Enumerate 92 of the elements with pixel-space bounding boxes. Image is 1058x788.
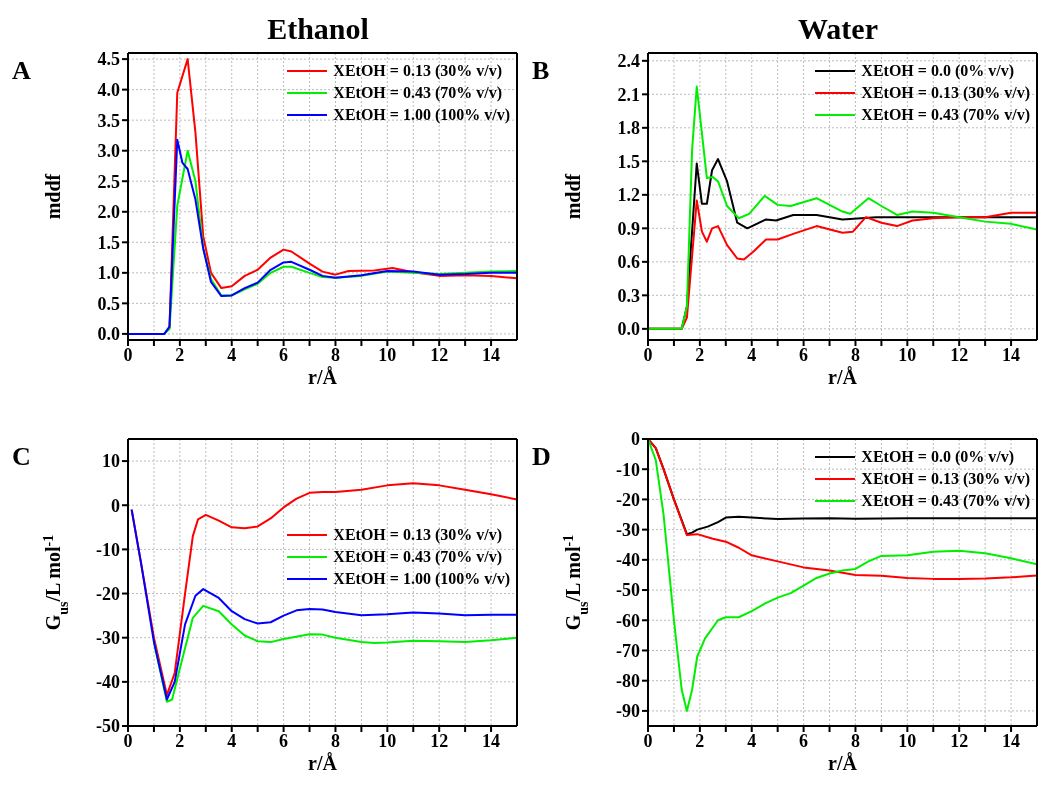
x-tick-label: 10 [378,344,397,365]
y-tick-label: -70 [616,640,640,661]
x-tick-label: 12 [430,344,449,365]
x-tick-label: 2 [175,730,185,751]
y-tick-label: 0.3 [617,285,640,306]
x-tick-label: 10 [898,344,917,365]
y-tick-label: 3.0 [97,141,120,162]
y-tick-label: 2.0 [97,202,120,223]
x-tick-label: 14 [1002,344,1021,365]
y-tick-label: -20 [96,583,120,604]
y-tick-label: -20 [616,489,640,510]
text: C [12,442,31,472]
x-tick-label: 10 [898,730,917,751]
y-tick-label: -90 [616,701,640,722]
x-tick-label: 6 [279,730,289,751]
y-tick-label: 2.4 [617,51,640,72]
legend-label: XEtOH = 1.00 (100% v/v) [333,106,510,124]
x-axis-title: r/Å [308,752,338,774]
legend-label: XEtOH = 1.00 (100% v/v) [333,570,510,588]
y-tick-label: 3.5 [97,110,120,131]
chart-title: Water [797,12,879,46]
y-tick-label: -60 [616,610,640,631]
y-tick-label: -30 [96,628,120,649]
x-tick-label: 14 [482,730,501,751]
x-tick-label: 12 [950,730,969,751]
x-tick-label: 6 [799,730,809,751]
text: D [532,442,551,472]
legend-label: XEtOH = 0.13 (30% v/v) [333,62,502,80]
legend-label: XEtOH = 0.43 (70% v/v) [861,492,1030,510]
x-tick-label: 12 [430,730,449,751]
y-tick-label: 0 [111,495,120,516]
x-tick-label: 6 [799,344,809,365]
x-tick-label: 0 [123,730,133,751]
y-tick-label: -50 [96,716,120,737]
x-tick-label: 4 [747,344,757,365]
legend-label: XEtOH = 0.13 (30% v/v) [861,84,1030,102]
text: A [12,56,31,86]
chart-title: Ethanol [266,12,370,46]
x-tick-label: 0 [643,730,653,751]
y-tick-label: 1.5 [97,232,120,253]
x-axis-title: r/Å [828,752,858,774]
x-tick-label: 0 [123,344,133,365]
y-tick-label: -80 [616,671,640,692]
y-tick-label: -30 [616,520,640,541]
y-tick-label: 4.0 [97,80,120,101]
x-tick-label: 0 [643,344,653,365]
legend-label: XEtOH = 0.13 (30% v/v) [861,470,1030,488]
y-tick-label: 4.5 [97,49,120,70]
legend-label: XEtOH = 0.0 (0% v/v) [861,448,1014,466]
y-tick-label: -10 [616,459,640,480]
legend-label: XEtOH = 0.43 (70% v/v) [861,106,1030,124]
legend-label: XEtOH = 0.13 (30% v/v) [333,526,502,544]
x-tick-label: 2 [175,344,185,365]
y-tick-label: 10 [102,451,120,472]
y-tick-label: 0.6 [617,252,640,273]
y-tick-label: 0.9 [617,218,640,239]
x-tick-label: 6 [279,344,289,365]
x-tick-label: 14 [1002,730,1021,751]
x-tick-label: 8 [330,344,340,365]
legend-label: XEtOH = 0.43 (70% v/v) [333,548,502,566]
y-tick-label: 1.5 [617,151,640,172]
x-tick-label: 8 [330,730,340,751]
y-tick-label: 2.5 [97,171,120,192]
y-axis-title: mddf [562,173,584,220]
y-tick-label: 2.1 [617,84,640,105]
y-tick-label: 1.2 [617,185,640,206]
x-tick-label: 10 [378,730,397,751]
y-tick-label: -40 [96,672,120,693]
legend-label: XEtOH = 0.0 (0% v/v) [861,62,1014,80]
x-tick-label: 4 [747,730,757,751]
x-axis-title: r/Å [308,366,338,388]
y-tick-label: 0.0 [97,324,120,345]
y-tick-label: 0 [631,429,640,450]
y-tick-label: -50 [616,580,640,601]
x-axis-title: r/Å [828,366,858,388]
y-tick-label: -40 [616,550,640,571]
x-tick-label: 4 [227,344,237,365]
x-tick-label: 2 [695,730,705,751]
x-tick-label: 4 [227,730,237,751]
text: B [532,56,550,86]
x-tick-label: 14 [482,344,501,365]
y-axis-title: mddf [42,173,64,220]
y-tick-label: 0.5 [97,293,120,314]
legend-label: XEtOH = 0.43 (70% v/v) [333,84,502,102]
y-tick-label: 1.0 [97,263,120,284]
y-tick-label: 0.0 [617,319,640,340]
x-tick-label: 8 [850,344,860,365]
x-tick-label: 12 [950,344,969,365]
x-tick-label: 8 [850,730,860,751]
y-tick-label: -10 [96,539,120,560]
x-tick-label: 2 [695,344,705,365]
y-tick-label: 1.8 [617,118,640,139]
